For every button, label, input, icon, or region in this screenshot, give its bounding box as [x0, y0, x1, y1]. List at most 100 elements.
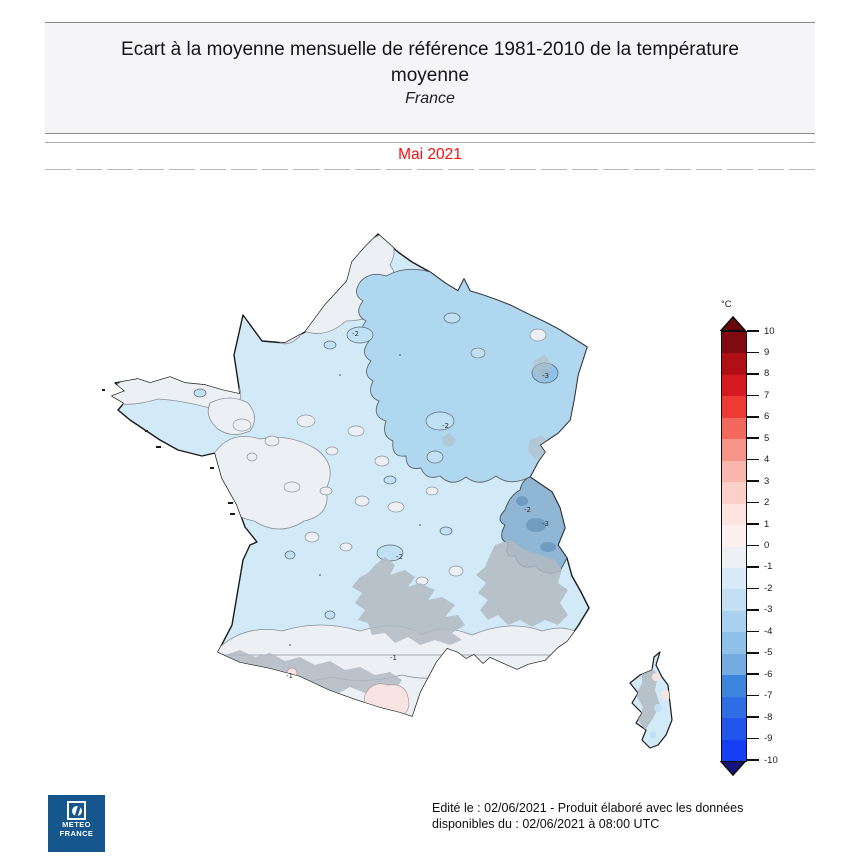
corsica-blue-spot [649, 731, 657, 739]
mid-spot [284, 550, 296, 560]
mid-spot [425, 411, 455, 431]
colorbar-tick-label: -5 [764, 647, 773, 659]
colorbar-tick [747, 737, 759, 740]
colorbar-segment [722, 503, 746, 526]
mainland-group [102, 233, 590, 717]
pale-spot [387, 501, 405, 513]
colorbar-segment [722, 374, 746, 397]
relief-morvan [442, 433, 456, 447]
colorbar-tick [747, 566, 759, 568]
colorbar-tick-label: -9 [764, 733, 773, 745]
colorbar-segment [722, 460, 746, 483]
edition-note-line1: Edité le : 02/06/2021 - Produit élaboré … [432, 801, 744, 815]
pale-spot [283, 481, 301, 493]
mid-spot [323, 340, 337, 350]
colorbar-tick-label: -8 [764, 711, 773, 723]
colorbar-tick-label: 2 [764, 497, 770, 509]
mid-blue-spots [193, 312, 461, 620]
contour-label: -2 [442, 422, 449, 430]
title-box: Ecart à la moyenne mensuelle de référenc… [45, 22, 815, 134]
colorbar-segment [722, 610, 746, 633]
pale-spot [529, 328, 547, 342]
edition-note: Edité le : 02/06/2021 - Produit élaboré … [432, 800, 792, 833]
period-label: Mai 2021 [398, 146, 462, 163]
mid-spot [346, 326, 374, 344]
colorbar-tick [747, 544, 759, 547]
colorbar-segment [722, 439, 746, 461]
colorbar-tick [747, 458, 759, 461]
colorbar-tick [747, 373, 759, 375]
pale-region-south [211, 624, 587, 716]
colorbar-segment [722, 589, 746, 611]
colorbar-segment [722, 482, 746, 504]
logo-glyph-icon [67, 801, 86, 820]
map-svg: -2 -2 -3 -2 -3 -2 -1 -1 [102, 233, 673, 749]
pale-spot [325, 446, 339, 456]
colorbar-segment [722, 653, 746, 676]
colorbar-tick [747, 694, 759, 697]
colorbar-tick-label: 0 [764, 540, 770, 551]
france-anomaly-map: -2 -2 -3 -2 -3 -2 -1 -1 [90, 225, 710, 785]
colorbar-segment [722, 417, 746, 440]
dashed-separator [45, 169, 815, 170]
colorbar-tick [747, 673, 759, 675]
colorbar-tick-label: 8 [764, 368, 770, 380]
contour-label: -1 [390, 654, 397, 662]
colorbar-segments [722, 332, 746, 762]
pale-spot [296, 414, 316, 428]
pale-spot [354, 495, 370, 507]
pale-spot [319, 486, 333, 496]
pale-spot [232, 418, 252, 432]
colorbar-segment [722, 675, 746, 697]
relief-vosges [532, 355, 552, 380]
colorbar-tick [747, 437, 759, 440]
colorbar-tick [747, 630, 759, 633]
pale-spot [339, 542, 353, 552]
colorbar-tick-label: -2 [764, 582, 773, 594]
pale-spot [264, 435, 280, 447]
logo-sphere-icon [71, 805, 82, 816]
colorbar-segment [722, 739, 746, 762]
colorbar-tick [747, 394, 759, 397]
alps-spot [526, 518, 546, 532]
colorbar-tick [747, 330, 759, 332]
colorbar-tick [747, 480, 759, 482]
colorbar-tick [747, 416, 759, 418]
mid-spot [426, 450, 444, 464]
contour-label: -1 [286, 672, 293, 680]
colorbar-segment [722, 567, 746, 590]
contour-label: -2 [352, 330, 359, 338]
colorbar-segment [722, 525, 746, 547]
alps-spot [540, 542, 556, 552]
colorbar-tick-label: 3 [764, 475, 770, 487]
colorbar-segment [722, 718, 746, 740]
colorbar-tick-label: 7 [764, 389, 770, 401]
mid-spot [383, 475, 397, 485]
colorbar-tick-label: 1 [764, 518, 770, 530]
colorbar-tick-label: 4 [764, 454, 770, 466]
pale-spot [374, 455, 390, 467]
colorbar-tick [747, 716, 759, 718]
separator-line [45, 142, 815, 143]
colorbar-tick-label: -6 [764, 668, 773, 680]
colorbar-tick-label: -1 [764, 561, 773, 573]
colorbar-tick-label: 9 [764, 346, 770, 358]
colorbar-tick-label: 6 [764, 411, 770, 423]
contour-label: -2 [396, 553, 403, 561]
pale-region-poitou [209, 435, 331, 530]
contour-labels: -2 -2 -3 -2 -3 -2 -1 -1 [286, 330, 549, 680]
colorbar-top-arrow [720, 316, 746, 331]
corsica-pink-spot [652, 673, 660, 681]
colorbar-tick [747, 351, 759, 354]
colorbar-tick-label: -3 [764, 604, 773, 616]
northeast-cold-region [356, 268, 588, 483]
alps-spot [516, 496, 528, 506]
colorbar-segment [722, 696, 746, 719]
colorbar-tick [747, 759, 759, 761]
mid-spot [193, 388, 207, 398]
colorbar-tick-label: -7 [764, 690, 773, 702]
colorbar-segment [722, 546, 746, 568]
mid-spot [443, 312, 461, 324]
colorbar-segment [722, 396, 746, 418]
